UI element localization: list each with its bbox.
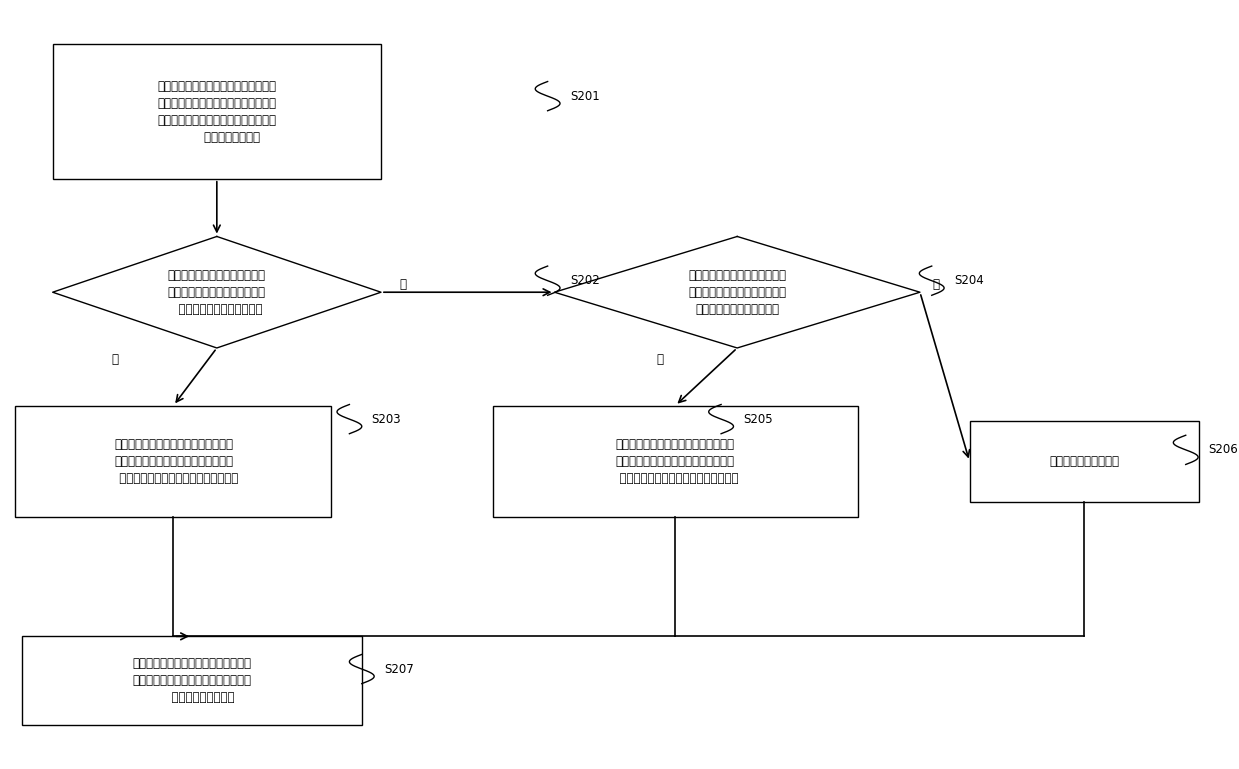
- Text: 当定子电流大于且等于预设第一电流阈
值、及转速小于且等于预设第一转速阈
   值时，计数器的计数增加一个计数单位: 当定子电流大于且等于预设第一电流阈 值、及转速小于且等于预设第一转速阈 值时，计…: [108, 438, 239, 485]
- Text: S201: S201: [570, 90, 600, 102]
- Text: 判断定子电流是否大于且等于预
设第一电流阈值、及转速是否小
  于且等于预设第一转速阈值: 判断定子电流是否大于且等于预 设第一电流阈值、及转速是否小 于且等于预设第一转速…: [167, 268, 266, 316]
- Text: 判断定子电流是否小于且等于预
设第二电流阈值、或转速是否大
于且等于预设第二转速阈值: 判断定子电流是否小于且等于预 设第二电流阈值、或转速是否大 于且等于预设第二转速…: [688, 268, 787, 316]
- Text: S207: S207: [384, 663, 414, 675]
- Text: 当定子电流小于且等于预设第二电流阈
值、或转速大于且等于预设第二转速阈
  值时，计数器的计数减小一个计数单位: 当定子电流小于且等于预设第二电流阈 值、或转速大于且等于预设第二转速阈 值时，计…: [612, 438, 738, 485]
- Text: S205: S205: [743, 413, 773, 425]
- Bar: [969, 421, 1199, 501]
- Bar: [52, 45, 382, 179]
- Polygon shape: [52, 237, 382, 348]
- Bar: [21, 636, 362, 724]
- Bar: [493, 406, 859, 517]
- Text: S204: S204: [954, 275, 984, 287]
- Text: 是: 是: [657, 353, 664, 366]
- Text: S203: S203: [372, 413, 401, 425]
- Text: 否: 否: [399, 278, 406, 291]
- Text: S202: S202: [570, 275, 600, 287]
- Text: S206: S206: [1208, 444, 1238, 456]
- Text: 否: 否: [932, 278, 939, 291]
- Polygon shape: [554, 237, 919, 348]
- Text: 是: 是: [112, 353, 119, 366]
- Bar: [16, 406, 332, 517]
- Text: 计数器的计数保持不变: 计数器的计数保持不变: [1049, 455, 1119, 468]
- Text: 在计数器每增加或减少一个计数单位的
情况下，将计数器的当前计数与预设第
      一计数阈值进行比较: 在计数器每增加或减少一个计数单位的 情况下，将计数器的当前计数与预设第 一计数阈…: [133, 657, 252, 704]
- Text: 启动计数器计数，将实时获取的电机的
定子电流与预设第一电流阈值进行比较
，将实时获取的电机的转速与预设第一
        转速阈值进行比较: 启动计数器计数，将实时获取的电机的 定子电流与预设第一电流阈值进行比较 ，将实时…: [157, 79, 276, 144]
